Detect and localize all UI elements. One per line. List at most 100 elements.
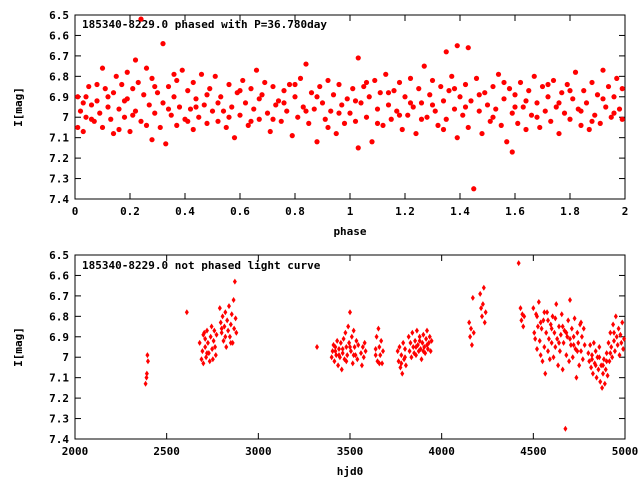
unphased-data-point [608,350,613,357]
unphased-data-point [143,380,148,387]
phased-data-point [583,100,590,106]
unphased-data-point [338,339,343,346]
phased-data-point [377,90,383,96]
phased-data-point [614,75,620,81]
unphased-y-tick-label: 7.3 [49,413,69,426]
unphased-data-point [560,366,565,373]
phased-data-point [240,77,246,84]
unphased-data-point [579,319,583,326]
unphased-data-point [560,323,565,330]
unphased-data-point [377,360,382,367]
unphased-data-point [471,329,476,336]
unphased-data-point [224,344,229,350]
phased-data-point [113,73,119,79]
phased-data-point [509,149,515,155]
phased-data-point [399,126,405,133]
unphased-data-point [557,339,561,346]
phased-data-point [322,116,328,122]
unphased-data-point [557,348,562,355]
unphased-data-point [588,341,593,348]
phased-x-tick-label: 1.6 [505,205,525,218]
unphased-data-point [232,278,237,285]
unphased-data-point [333,344,338,350]
phased-data-point [295,114,301,120]
unphased-data-point [413,337,418,344]
unphased-data-point [575,329,580,336]
phased-data-point [121,114,128,120]
unphased-data-point [469,341,474,348]
unphased-data-point [425,341,429,348]
phased-data-point [454,43,460,49]
unphased-data-point [591,339,596,346]
phased-x-tick-label: 2 [622,205,629,218]
phased-data-point [509,110,515,116]
unphased-data-point [536,299,541,306]
unphased-data-point [334,352,339,359]
phased-data-point [168,112,174,118]
unphased-data-point [571,341,576,348]
unphased-data-point [538,319,543,326]
unphased-data-point [228,321,233,328]
unphased-data-point [580,356,585,363]
phased-data-point [237,112,243,118]
phased-y-tick-label: 7.3 [49,173,69,186]
unphased-data-point [617,352,622,359]
unphased-data-point [579,348,583,355]
phased-data-point [284,108,290,114]
phased-data-point [421,63,427,69]
unphased-data-point [480,301,485,308]
phased-data-point [262,79,268,86]
phased-data-point [190,126,196,133]
phased-data-point [317,83,323,90]
unphased-data-point [403,346,407,353]
phased-data-point [567,116,573,122]
phased-data-point [361,83,367,90]
unphased-data-point [417,333,422,340]
unphased-data-point [144,370,149,377]
unphased-data-point [205,339,210,346]
phased-y-axis-label: I[mag] [12,87,25,127]
unphased-data-point [537,337,542,344]
phased-data-point [402,94,408,100]
unphased-data-point [329,354,334,361]
unphased-data-point [228,339,233,346]
phased-data-point [451,106,458,112]
phased-data-point [438,83,444,90]
phased-data-point [542,108,548,114]
unphased-y-tick-label: 7.4 [49,433,69,446]
phased-data-point [336,110,342,116]
phased-data-point [108,116,114,122]
unphased-data-point [220,313,225,320]
unphased-data-point [596,366,601,373]
unphased-data-point [549,339,554,346]
phased-data-point [446,88,452,94]
unphased-data-point [559,311,564,318]
unphased-data-point [363,348,368,355]
phased-data-point [534,100,540,106]
unphased-data-point [604,350,609,357]
unphased-data-point [478,290,483,297]
phased-data-point [454,135,460,141]
phased-data-point [154,90,161,96]
unphased-data-point [344,358,349,365]
unphased-data-point [516,260,521,267]
unphased-data-point [561,339,566,346]
phased-data-point [537,124,543,131]
unphased-data-point [340,346,345,353]
unphased-data-point [399,352,404,359]
unphased-data-point [549,325,554,332]
phased-data-point [146,102,152,108]
phased-data-point [352,118,359,124]
unphased-data-point [586,350,591,357]
phased-data-point [207,86,213,92]
unphased-data-point [200,348,205,355]
phased-data-point [429,77,436,84]
unphased-data-point [229,311,234,318]
phased-data-point [99,65,106,71]
unphased-data-point [418,346,423,353]
phased-data-point [190,79,196,86]
phased-data-point [443,49,449,55]
phased-data-point [237,88,243,94]
unphased-data-point [421,331,426,338]
unphased-x-axis-label: hjd0 [337,465,364,478]
